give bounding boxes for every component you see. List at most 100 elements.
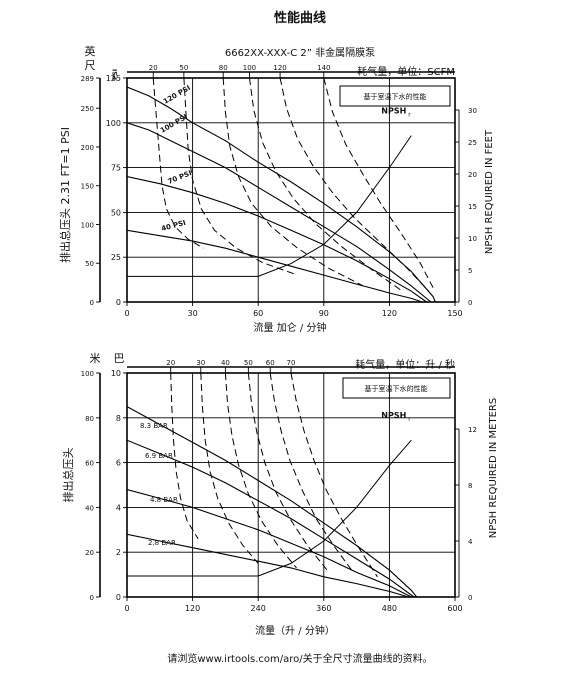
- footer-text: 请浏览www.irtools.com/aro/关于全尺寸流量曲线的资料。: [167, 652, 432, 665]
- air-consumption-curve: [290, 372, 378, 578]
- y-tick-label: 50: [111, 208, 121, 217]
- y-tick-label: 100: [106, 119, 121, 128]
- right-tick-label: 0: [468, 299, 472, 307]
- air-consumption-curve: [183, 77, 298, 276]
- right-tick-label: 30: [468, 107, 477, 115]
- top-tick-label: 100: [243, 64, 256, 72]
- chart-title: 6662XX-XXX-C 2” 非金属隔膜泵: [225, 46, 375, 59]
- x-tick-label: 480: [382, 604, 397, 613]
- right-tick-label: 0: [468, 594, 472, 602]
- series-label: 4.8 BAR: [150, 496, 178, 504]
- unit-label-m: 米: [90, 352, 101, 365]
- air-consumption-curve: [269, 372, 354, 573]
- y-axis-label: 排出总压头: [61, 448, 75, 503]
- x-tick-label: 0: [124, 604, 129, 613]
- top-tick-label: 20: [149, 64, 158, 72]
- x-tick-label: 240: [251, 604, 266, 613]
- top-tick-label: 60: [266, 359, 275, 367]
- top-tick-label: 70: [287, 359, 296, 367]
- right-axis-label: NPSH REQUIRED IN FEET: [484, 129, 495, 254]
- right-tick-label: 4: [468, 538, 473, 546]
- right-axis-label: NPSH REQUIRED IN METERS: [488, 398, 499, 538]
- outer-left-tick-label: 40: [85, 504, 94, 512]
- top-tick-label: 80: [219, 64, 228, 72]
- note-text: 基于室温下水的性能: [364, 92, 427, 101]
- series-label: 2.8 BAR: [148, 539, 176, 547]
- series-label: 100 PSI: [159, 113, 189, 135]
- air-consumption-curve: [247, 372, 328, 571]
- npsh-curve: [127, 135, 412, 277]
- outer-left-tick-label: 250: [81, 105, 94, 113]
- pressure-curve: [126, 533, 409, 598]
- note-box: [342, 377, 451, 399]
- right-tick-label: 12: [468, 426, 477, 434]
- x-tick-label: 120: [382, 309, 397, 318]
- x-tick-label: 360: [316, 604, 331, 613]
- y-tick-label: 10: [111, 369, 121, 378]
- y-tick-label: 4: [116, 503, 121, 512]
- unit-label-ft-2: 尺: [85, 59, 96, 72]
- top-tick-label: 120: [273, 64, 286, 72]
- outer-left-tick-label: 0: [90, 594, 94, 602]
- outer-left-tick-label: 100: [81, 370, 94, 378]
- pressure-curve: [126, 229, 423, 303]
- x-tick-label: 150: [447, 309, 462, 318]
- x-tick-label: 90: [319, 309, 329, 318]
- unit-label-ft-1: 英: [85, 44, 96, 58]
- top-tick-label: 140: [317, 64, 330, 72]
- y-tick-label: 6: [116, 459, 121, 468]
- npsh-curve: [127, 439, 412, 577]
- air-consumption-curve: [200, 372, 259, 564]
- x-tick-label: 60: [253, 309, 263, 318]
- npsh-subscript: r: [408, 112, 411, 119]
- note-box: [339, 85, 451, 107]
- right-tick-label: 20: [468, 171, 477, 179]
- top-tick-label: 50: [244, 359, 253, 367]
- outer-left-tick-label: 0: [90, 299, 94, 307]
- x-tick-label: 0: [124, 309, 129, 318]
- right-tick-label: 15: [468, 203, 477, 211]
- top-tick-label: 30: [196, 359, 205, 367]
- x-tick-label: 120: [185, 604, 200, 613]
- pressure-curve: [126, 406, 418, 598]
- right-tick-label: 10: [468, 235, 477, 243]
- outer-left-tick-label: 50: [85, 260, 94, 268]
- y-axis-label: 排出总压头 2.31 FT=1 PSI: [58, 127, 72, 263]
- air-consumption-curve: [152, 77, 204, 249]
- pressure-curve: [126, 488, 412, 598]
- x-tick-label: 30: [188, 309, 198, 318]
- psi-label: PSI: [112, 69, 119, 80]
- top-tick-label: 40: [221, 359, 230, 367]
- y-tick-label: 125: [106, 74, 121, 83]
- pressure-curve: [126, 86, 436, 303]
- top-tick-label: 50: [179, 64, 188, 72]
- npsh-label: NPSH: [381, 107, 406, 116]
- plot-frame: [126, 77, 456, 303]
- y-tick-label: 25: [111, 253, 121, 262]
- series-label: 120 PSI: [162, 84, 192, 106]
- outer-left-tick-label: 20: [85, 549, 94, 557]
- unit-label-bar: 巴: [114, 352, 125, 365]
- right-tick-label: 5: [468, 267, 472, 275]
- y-tick-label: 8: [116, 414, 121, 423]
- pressure-curve: [126, 122, 432, 303]
- y-tick-label: 2: [116, 548, 121, 557]
- series-label: 6.9 BAR: [145, 452, 173, 460]
- npsh-label: NPSH: [381, 411, 406, 420]
- outer-left-tick-label: 289: [81, 75, 94, 83]
- x-tick-label: 600: [447, 604, 462, 613]
- right-tick-label: 25: [468, 139, 477, 147]
- note-text: 基于室温下水的性能: [365, 384, 428, 393]
- top-tick-label: 20: [166, 359, 175, 367]
- pressure-curve: [126, 439, 415, 598]
- x-axis-label: 流量（升 / 分钟）: [255, 624, 335, 637]
- top-axis-label: 耗气量，单位：升 / 秒: [355, 358, 455, 371]
- chart-metric: 米 巴 排出总压头 流量（升 / 分钟） 耗气量，单位：升 / 秒 NPSH R…: [61, 352, 499, 637]
- air-consumption-curve: [170, 372, 199, 540]
- outer-left-tick-label: 200: [81, 144, 94, 152]
- right-tick-label: 8: [468, 482, 472, 490]
- page-title: 性能曲线: [274, 10, 326, 26]
- y-tick-label: 75: [111, 164, 121, 173]
- y-tick-label: 0: [116, 593, 121, 602]
